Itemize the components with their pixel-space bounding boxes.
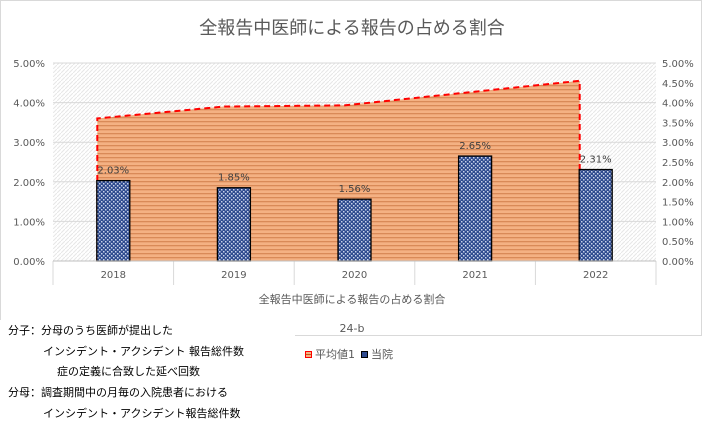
x-tick-2022: 2022 [583,270,608,281]
bar-2018 [96,179,131,262]
y-tick-right-1: 0.50% [662,237,694,248]
y-tick-right-8: 4.00% [662,99,694,110]
y-tick-left-5: 5.00% [13,59,45,70]
y-tick-right-6: 3.00% [662,138,694,149]
chart-frame: 全報告中医師による報告の占める割合 0.00% 1.00% 2.00% 3.00% 4.… [0,0,702,336]
x-tick-2021: 2021 [462,270,487,281]
legend-swatch-average [305,350,312,358]
x-axis-label: 全報告中医師による報告の占める割合 [259,292,446,306]
y-tick-left-0: 0.00% [13,257,45,268]
bar-2020 [337,198,372,262]
data-label-2018: 2.03% [97,166,129,177]
note-line-1: 分子：分母のうち医師が提出した [8,324,173,337]
legend-label-average: 平均値1 [315,348,355,361]
note-line-5: インシデント・アクシデント報告総件数 [43,407,241,420]
data-label-2020: 1.56% [339,184,371,195]
definition-note: 分子：分母のうち医師が提出した インシデント・アクシデント 報告総件数 症の定義… [0,320,295,443]
average-area-line [96,79,581,261]
legend-label-hospital: 当院 [371,348,393,361]
category-separators [52,260,657,285]
y-tick-left-4: 4.00% [13,99,45,110]
right-y-axis-ticks: 0.00% 0.50% 1.00% 1.50% 2.00% 2.50% 3.00% 3.50%… [662,59,694,268]
x-tick-2018: 2018 [101,270,126,281]
note-line-2: インシデント・アクシデント 報告総件数 [43,345,244,358]
bar-2022 [578,168,613,262]
bar-2019 [216,187,252,262]
data-label-2021: 2.65% [459,141,491,152]
y-tick-left-2: 2.00% [13,178,45,189]
legend-swatch-hospital [361,350,368,358]
legend-item-average: 平均値1 [305,346,355,362]
y-tick-left-1: 1.00% [13,217,45,228]
note-line-3: 症の定義に合致した延べ回数 [57,365,200,378]
y-tick-right-9: 4.50% [662,79,694,90]
bar-series [96,155,613,262]
data-labels: 2.03% 1.85% 1.56% 2.65% 2.31% [97,141,611,195]
y-tick-right-3: 1.50% [662,198,694,209]
chart-svg: 全報告中医師による報告の占める割合 0.00% 1.00% 2.00% 3.00% 4.… [13,18,694,335]
legend-item-hospital: 当院 [361,346,393,362]
y-tick-right-2: 1.00% [662,217,694,228]
bar-2021 [457,155,493,262]
x-tick-2019: 2019 [221,270,246,281]
legend: 平均値1 当院 [305,346,393,362]
y-tick-right-10: 5.00% [662,59,694,70]
left-y-axis-ticks: 0.00% 1.00% 2.00% 3.00% 4.00% 5.00% [13,59,45,268]
y-tick-right-4: 2.00% [662,178,694,189]
y-tick-left-3: 3.00% [13,138,45,149]
x-axis-ticks: 2018 2019 2020 2021 2022 [101,270,609,281]
x-tick-2020: 2020 [342,270,367,281]
chart-title: 全報告中医師による報告の占める割合 [199,18,504,39]
chart-sub-label: 24-b [340,322,365,335]
data-label-2019: 1.85% [218,173,250,184]
y-tick-right-5: 2.50% [662,158,694,169]
note-line-4: 分母：調査期間中の月毎の入院患者における [8,386,228,399]
data-label-2022: 2.31% [580,155,612,166]
y-tick-right-0: 0.00% [662,257,694,268]
y-tick-right-7: 3.50% [662,118,694,129]
